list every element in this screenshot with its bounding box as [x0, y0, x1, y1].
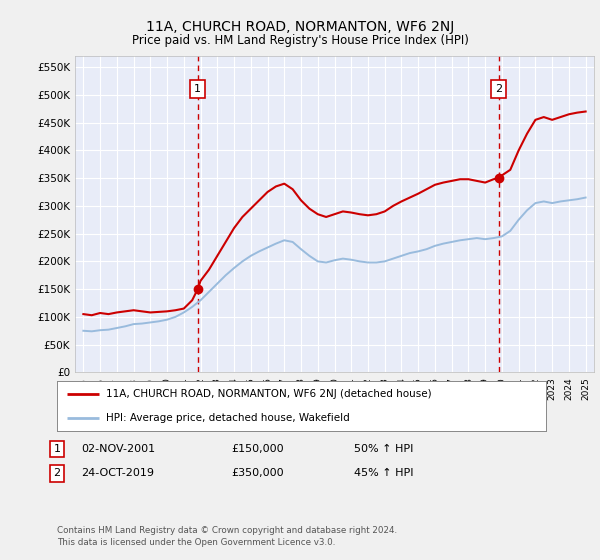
Text: 2: 2	[53, 468, 61, 478]
Text: 02-NOV-2001: 02-NOV-2001	[81, 444, 155, 454]
Text: 2: 2	[495, 85, 502, 94]
Text: 11A, CHURCH ROAD, NORMANTON, WF6 2NJ (detached house): 11A, CHURCH ROAD, NORMANTON, WF6 2NJ (de…	[106, 389, 431, 399]
Text: Contains HM Land Registry data © Crown copyright and database right 2024.
This d: Contains HM Land Registry data © Crown c…	[57, 526, 397, 547]
Text: 1: 1	[53, 444, 61, 454]
Text: £150,000: £150,000	[231, 444, 284, 454]
Text: 1: 1	[194, 85, 201, 94]
Text: HPI: Average price, detached house, Wakefield: HPI: Average price, detached house, Wake…	[106, 413, 350, 423]
Text: Price paid vs. HM Land Registry's House Price Index (HPI): Price paid vs. HM Land Registry's House …	[131, 34, 469, 46]
Text: 45% ↑ HPI: 45% ↑ HPI	[354, 468, 413, 478]
Text: £350,000: £350,000	[231, 468, 284, 478]
Text: 50% ↑ HPI: 50% ↑ HPI	[354, 444, 413, 454]
Text: 24-OCT-2019: 24-OCT-2019	[81, 468, 154, 478]
Text: 11A, CHURCH ROAD, NORMANTON, WF6 2NJ: 11A, CHURCH ROAD, NORMANTON, WF6 2NJ	[146, 20, 454, 34]
